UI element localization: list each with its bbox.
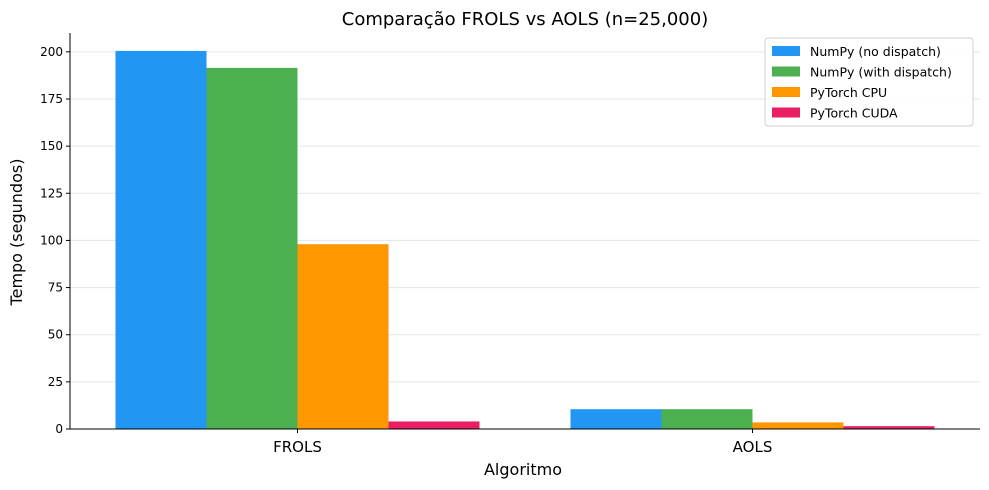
y-tick-label: 75 bbox=[48, 281, 63, 295]
bars bbox=[115, 50, 935, 430]
y-tick-label: 0 bbox=[55, 422, 63, 436]
bar-aols-3 bbox=[752, 422, 844, 429]
x-tick-label: FROLS bbox=[273, 438, 322, 456]
legend-label: PyTorch CPU bbox=[810, 85, 887, 100]
bar-frols-4 bbox=[388, 421, 480, 429]
bar-aols-4 bbox=[843, 426, 935, 429]
y-axis-title: Tempo (segundos) bbox=[7, 159, 26, 307]
legend-label: PyTorch CUDA bbox=[810, 106, 898, 121]
y-tick-label: 125 bbox=[40, 186, 63, 200]
y-tick-label: 25 bbox=[48, 375, 63, 389]
x-ticks: FROLS AOLS bbox=[273, 429, 772, 456]
bar-aols-2 bbox=[661, 409, 753, 429]
bar-frols-1 bbox=[115, 50, 207, 430]
y-tick-label: 100 bbox=[40, 233, 63, 247]
legend-swatch bbox=[772, 107, 800, 118]
y-tick-label: 200 bbox=[40, 45, 63, 59]
legend-swatch bbox=[772, 66, 800, 77]
bar-aols-1 bbox=[570, 409, 662, 429]
y-tick-label: 150 bbox=[40, 139, 63, 153]
x-tick-label: AOLS bbox=[733, 438, 773, 456]
bar-frols-3 bbox=[297, 244, 389, 429]
legend: NumPy (no dispatch) NumPy (with dispatch)… bbox=[764, 37, 974, 127]
legend-swatch bbox=[772, 87, 800, 97]
bar-frols-2 bbox=[206, 67, 298, 429]
legend-label: NumPy (no dispatch) bbox=[810, 44, 941, 59]
chart-title: Comparação FROLS vs AOLS (n=25,000) bbox=[342, 9, 708, 30]
legend-swatch bbox=[772, 46, 800, 56]
y-ticks: 0 25 50 75 100 125 150 175 200 bbox=[40, 45, 70, 436]
x-axis-title: Algoritmo bbox=[484, 460, 562, 479]
y-tick-label: 175 bbox=[40, 92, 63, 106]
y-tick-label: 50 bbox=[48, 328, 63, 342]
legend-box bbox=[764, 37, 974, 127]
legend-label: NumPy (with dispatch) bbox=[810, 65, 952, 80]
